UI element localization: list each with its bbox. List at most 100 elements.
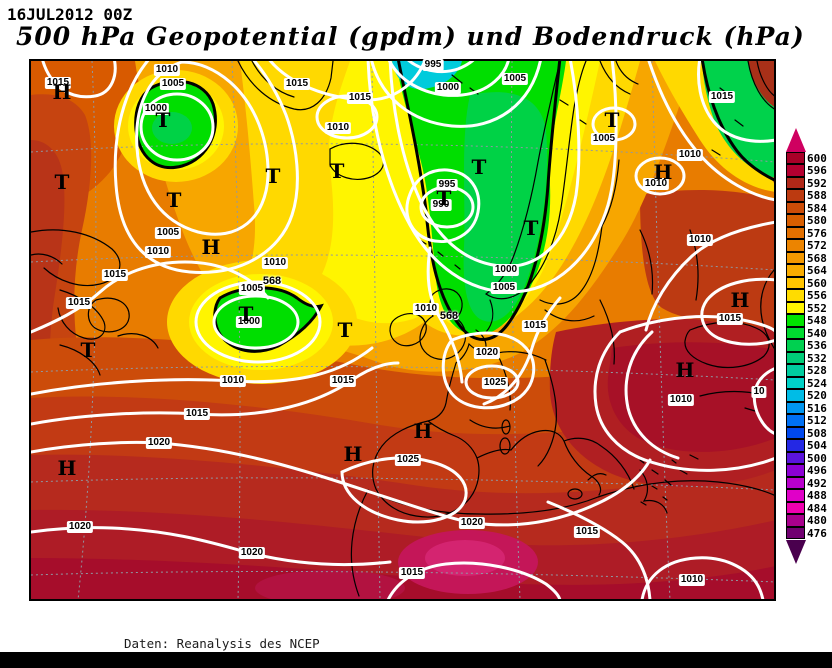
colorbar-row: 476 [786, 526, 832, 540]
colorbar-row: 528 [786, 364, 832, 378]
colorbar-box [786, 314, 805, 327]
colorbar-row: 564 [786, 264, 832, 278]
colorbar-box [786, 426, 805, 439]
colorbar-box [786, 464, 805, 477]
colorbar-box [786, 176, 805, 189]
colorbar-label: 532 [807, 351, 827, 365]
colorbar-label: 596 [807, 164, 827, 178]
colorbar-box [786, 214, 805, 227]
colorbar-box [786, 151, 805, 164]
colorbar-row: 556 [786, 289, 832, 303]
colorbar-box [786, 489, 805, 502]
colorbar-row: 596 [786, 164, 832, 178]
colorbar-label: 504 [807, 439, 827, 453]
credits: Daten: Reanalysis des NCEP (C) Wetterzen… [124, 606, 320, 668]
colorbar-box [786, 164, 805, 177]
colorbar-label: 520 [807, 389, 827, 403]
colorbar-row: 576 [786, 226, 832, 240]
colorbar-box [786, 401, 805, 414]
colorbar-label: 584 [807, 201, 827, 215]
colorbar-box [786, 301, 805, 314]
colorbar-box [786, 289, 805, 302]
colorbar-label: 512 [807, 414, 827, 428]
colorbar-box [786, 439, 805, 452]
colorbar-row: 500 [786, 451, 832, 465]
colorbar-row: 512 [786, 414, 832, 428]
colorbar-box [786, 376, 805, 389]
colorbar-row: 572 [786, 239, 832, 253]
colorbar-label: 492 [807, 476, 827, 490]
colorbar-box [786, 514, 805, 527]
colorbar-row: 496 [786, 464, 832, 478]
colorbar-label: 484 [807, 501, 827, 515]
grid-lines [31, 61, 774, 599]
timestamp: 16JUL2012 00Z [7, 5, 133, 24]
colorbar-label: 476 [807, 526, 827, 540]
colorbar-box [786, 501, 805, 514]
colorbar-label: 588 [807, 189, 827, 203]
colorbar-arrow-up [786, 128, 806, 152]
colorbar-row: 548 [786, 314, 832, 327]
map-canvas [31, 61, 774, 599]
colorbar-label: 576 [807, 226, 827, 240]
colorbar-row: 600 [786, 151, 832, 165]
colorbar-row: 524 [786, 376, 832, 390]
colorbar-label: 508 [807, 426, 827, 440]
colorbar-label: 496 [807, 464, 827, 478]
colorbar-row: 560 [786, 276, 832, 290]
colorbar-box [786, 476, 805, 489]
colorbar-box [786, 264, 805, 277]
colorbar-label: 480 [807, 514, 827, 528]
colorbar-row: 584 [786, 201, 832, 215]
colorbar-box [786, 201, 805, 214]
colorbar-row: 588 [786, 189, 832, 203]
colorbar-label: 600 [807, 151, 827, 165]
colorbar-label: 540 [807, 326, 827, 340]
colorbar-label: 560 [807, 276, 827, 290]
colorbar-box [786, 276, 805, 289]
colorbar-box [786, 189, 805, 202]
colorbar-row: 504 [786, 439, 832, 453]
colorbar-row: 508 [786, 426, 832, 440]
colorbar-box [786, 414, 805, 427]
colorbar-label: 556 [807, 289, 827, 303]
colorbar-label: 564 [807, 264, 827, 278]
colorbar-row: 568 [786, 251, 832, 265]
colorbar-row: 536 [786, 339, 832, 352]
bottom-bar [0, 652, 832, 668]
colorbar-label: 500 [807, 451, 827, 465]
colorbar: 600 596 592 588 584 580 576 572 568 564 560 556 552 5… [786, 128, 832, 564]
colorbar-box [786, 239, 805, 252]
colorbar-label: 516 [807, 401, 827, 415]
colorbar-row: 552 [786, 301, 832, 315]
color-field [31, 61, 774, 599]
colorbar-row: 484 [786, 501, 832, 515]
colorbar-box [786, 389, 805, 402]
colorbar-row: 488 [786, 489, 832, 503]
colorbar-box [786, 351, 805, 364]
colorbar-arrow-down [786, 539, 806, 564]
colorbar-label: 592 [807, 176, 827, 190]
colorbar-label: 572 [807, 239, 827, 253]
weather-map: 1015 1010 1005 1000 1015 1015 1010 995 1000 1005 1… [29, 59, 776, 601]
colorbar-box [786, 451, 805, 464]
colorbar-label: 568 [807, 251, 827, 265]
colorbar-row: 492 [786, 476, 832, 490]
colorbar-row: 580 [786, 214, 832, 228]
colorbar-label: 524 [807, 376, 827, 390]
colorbar-label: 528 [807, 364, 827, 378]
colorbar-boxes: 600 596 592 588 584 580 576 572 568 564 560 556 552 5… [786, 151, 832, 540]
colorbar-label: 488 [807, 489, 827, 503]
colorbar-label: 580 [807, 214, 827, 228]
colorbar-row: 592 [786, 176, 832, 190]
colorbar-label: 552 [807, 301, 827, 315]
colorbar-box [786, 526, 805, 539]
colorbar-box [786, 339, 805, 352]
colorbar-box [786, 226, 805, 239]
colorbar-box [786, 326, 805, 339]
colorbar-row: 532 [786, 351, 832, 365]
colorbar-box [786, 364, 805, 377]
colorbar-row: 480 [786, 514, 832, 528]
credits-source: Daten: Reanalysis des NCEP [124, 636, 320, 651]
